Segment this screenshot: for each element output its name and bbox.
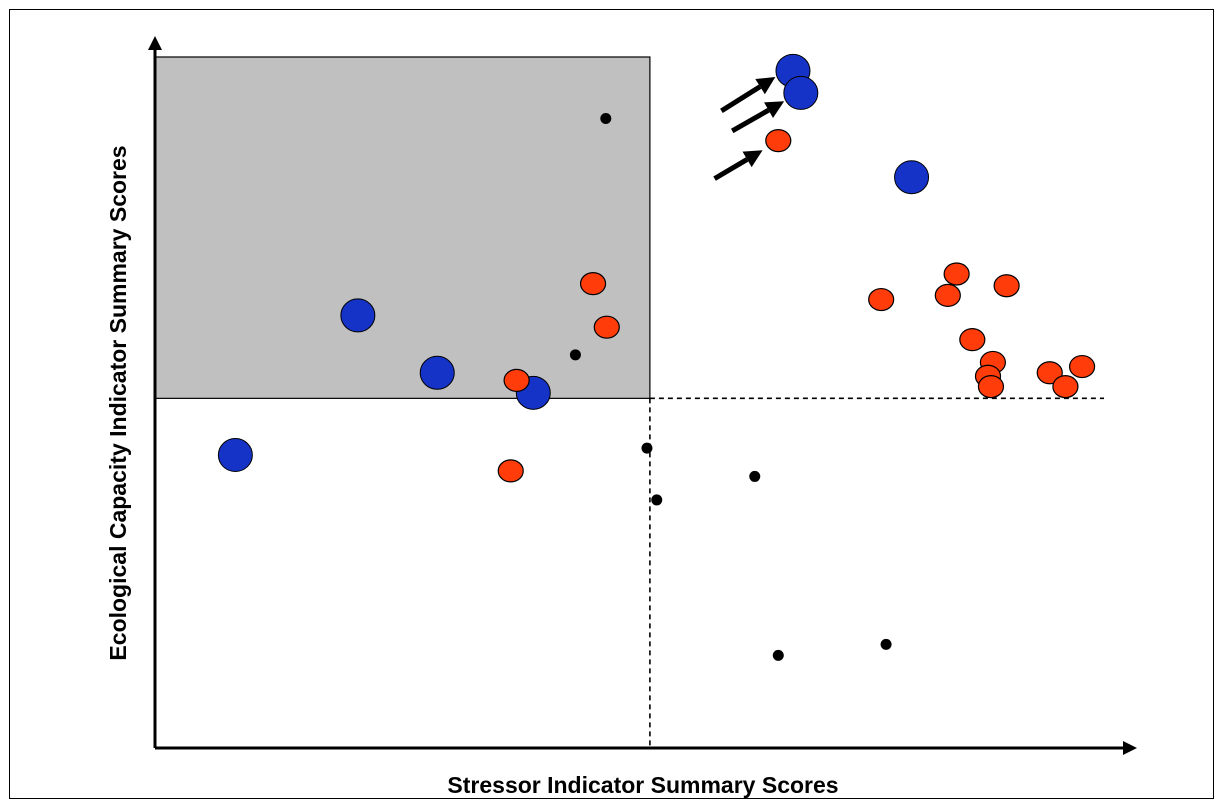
annotation-arrow-shaft	[720, 84, 762, 114]
annotation-arrow-head	[742, 150, 763, 168]
orange-point	[579, 272, 607, 296]
orange-point	[503, 368, 530, 392]
shaded-region	[154, 56, 651, 399]
black-point	[651, 494, 663, 506]
orange-point	[1052, 375, 1079, 399]
annotation-arrow-head	[755, 77, 776, 95]
x-axis-arrowhead	[1123, 741, 1137, 755]
black-point	[600, 112, 612, 124]
annotation-arrows	[713, 77, 785, 181]
orange-point	[943, 262, 970, 286]
blue-point	[783, 75, 819, 110]
black-point	[641, 442, 653, 454]
orange-point	[977, 375, 1005, 399]
annotation-arrow-shaft	[713, 157, 749, 181]
orange-point	[934, 283, 961, 307]
annotation-arrow-shaft	[730, 107, 770, 134]
data-points	[217, 53, 1096, 661]
x-axis-label: Stressor Indicator Summary Scores	[447, 772, 838, 798]
black-point	[772, 649, 784, 661]
orange-point	[868, 287, 895, 312]
blue-point	[340, 298, 376, 333]
y-axis-label: Ecological Capacity Indicator Summary Sc…	[105, 145, 131, 660]
orange-point	[959, 328, 986, 352]
orange-point	[993, 274, 1020, 298]
shaded-quadrant-layer	[154, 56, 651, 399]
orange-point	[1036, 361, 1063, 385]
threshold-lines	[649, 397, 1104, 748]
black-point	[749, 470, 761, 482]
orange-point	[593, 315, 620, 339]
blue-point	[419, 355, 455, 390]
annotation-arrow-head	[764, 101, 785, 118]
black-point	[569, 349, 581, 361]
orange-point	[765, 129, 792, 153]
orange-point	[1068, 354, 1096, 379]
y-axis-arrowhead	[148, 36, 162, 50]
axes	[148, 36, 1137, 755]
blue-point	[217, 438, 253, 473]
blue-point	[894, 160, 930, 195]
black-point	[880, 638, 892, 650]
orange-point	[497, 459, 524, 483]
